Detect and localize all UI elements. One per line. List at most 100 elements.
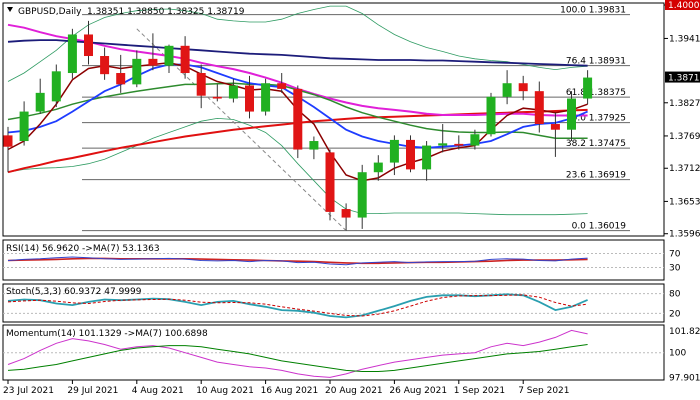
candle bbox=[518, 75, 528, 101]
stoch-main-line bbox=[7, 293, 588, 319]
candle-body bbox=[406, 139, 415, 170]
candle-body bbox=[164, 45, 174, 66]
candle bbox=[116, 54, 126, 93]
date-tick-label: 7 Sep 2021 bbox=[518, 386, 569, 396]
momentum-label: Momentum(14) 101.1329 ->MA(7) 100.6898 bbox=[6, 329, 208, 339]
candle-body bbox=[454, 143, 464, 146]
candle bbox=[67, 28, 77, 79]
candle bbox=[19, 101, 29, 146]
candle-body bbox=[389, 139, 399, 163]
candle bbox=[583, 70, 593, 105]
candle bbox=[51, 64, 61, 108]
candle bbox=[309, 136, 319, 160]
candle-body bbox=[373, 162, 383, 173]
candle bbox=[534, 81, 544, 133]
candle bbox=[422, 141, 432, 181]
fib-level-label: 61.8 1.38375 bbox=[566, 88, 626, 98]
symbol-label: GBPUSD,Daily bbox=[18, 7, 82, 17]
fib-level-label: 38.2 1.37475 bbox=[566, 139, 626, 149]
rsi-pane-border bbox=[2, 239, 665, 281]
candle-body bbox=[438, 143, 448, 146]
candle-body bbox=[132, 58, 142, 85]
price-tick-label: 1.38275 bbox=[669, 99, 700, 109]
candle-body bbox=[277, 83, 287, 89]
ohlc-label: 1.38351 1.38850 1.38325 1.38719 bbox=[87, 7, 245, 17]
candle-body bbox=[261, 83, 271, 112]
candle bbox=[389, 135, 399, 176]
candle bbox=[454, 135, 464, 150]
fib-level-label: 100.0 1.39831 bbox=[560, 6, 626, 16]
candle bbox=[180, 36, 190, 79]
candle bbox=[148, 33, 158, 71]
price-tick-label: 1.35965 bbox=[669, 230, 700, 240]
date-tick-label: 1 Sep 2021 bbox=[454, 386, 505, 396]
price-candles bbox=[3, 20, 593, 231]
candle bbox=[261, 78, 271, 116]
candle-body bbox=[550, 124, 560, 130]
candle bbox=[406, 135, 415, 173]
candle-body bbox=[116, 73, 126, 85]
momentum-body: 101.828 100 97.9018 bbox=[3, 327, 700, 383]
price-fib-levels: 100.0 1.39831 76.4 1.38931 61.8 1.38375 50.… bbox=[82, 6, 630, 232]
fib-level-label: 50.0 1.37925 bbox=[566, 114, 626, 124]
rsi-main-line bbox=[7, 256, 588, 266]
candle-body bbox=[309, 141, 319, 150]
stoch-pane: 80 20 Stoch(5,3,3) 60.9372 47.9999 bbox=[2, 283, 681, 323]
candle bbox=[100, 47, 110, 80]
candle-body bbox=[51, 71, 61, 102]
candle bbox=[212, 84, 222, 102]
fib-level-label: 0.0 1.36019 bbox=[572, 222, 627, 232]
price-tick-label: 1.37690 bbox=[669, 132, 700, 142]
candle bbox=[35, 78, 45, 114]
indicator-tick-label: 97.9018 bbox=[669, 373, 700, 383]
candle bbox=[196, 64, 206, 109]
candle-body bbox=[486, 96, 496, 135]
candle bbox=[438, 124, 448, 153]
candle-body bbox=[180, 45, 190, 74]
candle-body bbox=[534, 91, 544, 125]
candle-body bbox=[100, 56, 110, 75]
price-tick-label: 1.39410 bbox=[669, 34, 700, 44]
candle-body bbox=[518, 83, 528, 92]
fib-level-label: 23.6 1.36919 bbox=[566, 171, 626, 181]
date-tick-label: 4 Aug 2021 bbox=[132, 386, 184, 396]
candle bbox=[84, 20, 93, 65]
candle-body bbox=[3, 135, 13, 147]
indicator-tick-label: 101.828 bbox=[669, 327, 700, 337]
candle-body bbox=[67, 34, 77, 74]
stoch-body: 80 20 bbox=[3, 290, 681, 319]
price-tick-label: 1.37120 bbox=[669, 164, 700, 174]
candle bbox=[567, 91, 576, 142]
candle-body bbox=[357, 172, 367, 218]
candle-body bbox=[148, 58, 158, 66]
stoch-signal-line bbox=[7, 294, 588, 317]
candle-body bbox=[293, 88, 303, 150]
candle-body bbox=[19, 111, 29, 142]
rsi-label: RSI(14) 56.9620 ->MA(7) 53.1363 bbox=[6, 244, 160, 254]
stoch-label: Stoch(5,3,3) 60.9372 47.9999 bbox=[6, 287, 142, 297]
candle bbox=[550, 112, 560, 157]
top-price-marker-label: 1.40000 bbox=[668, 1, 700, 11]
candle-body bbox=[196, 73, 206, 96]
candle bbox=[341, 203, 351, 231]
top-price-marker bbox=[665, 0, 700, 10]
candle-body bbox=[212, 96, 222, 99]
price-pane: 100.0 1.39831 76.4 1.38931 61.8 1.38375 50.… bbox=[2, 0, 700, 240]
candle-body bbox=[470, 134, 480, 146]
date-tick-label: 29 Jul 2021 bbox=[67, 386, 118, 396]
candle-body bbox=[35, 92, 45, 112]
candle bbox=[502, 70, 512, 105]
candle bbox=[228, 78, 238, 103]
current-price-label: 1.38719 bbox=[668, 74, 700, 84]
symbol-arrow-icon bbox=[7, 7, 13, 12]
price-pane-border bbox=[2, 2, 665, 237]
candle-body bbox=[583, 77, 593, 99]
momentum-signal-line bbox=[7, 344, 588, 372]
candle-body bbox=[245, 85, 254, 112]
current-price-marker bbox=[665, 71, 700, 83]
price-tick-label: 1.36535 bbox=[669, 197, 700, 207]
date-tick-label: 26 Aug 2021 bbox=[389, 386, 447, 396]
